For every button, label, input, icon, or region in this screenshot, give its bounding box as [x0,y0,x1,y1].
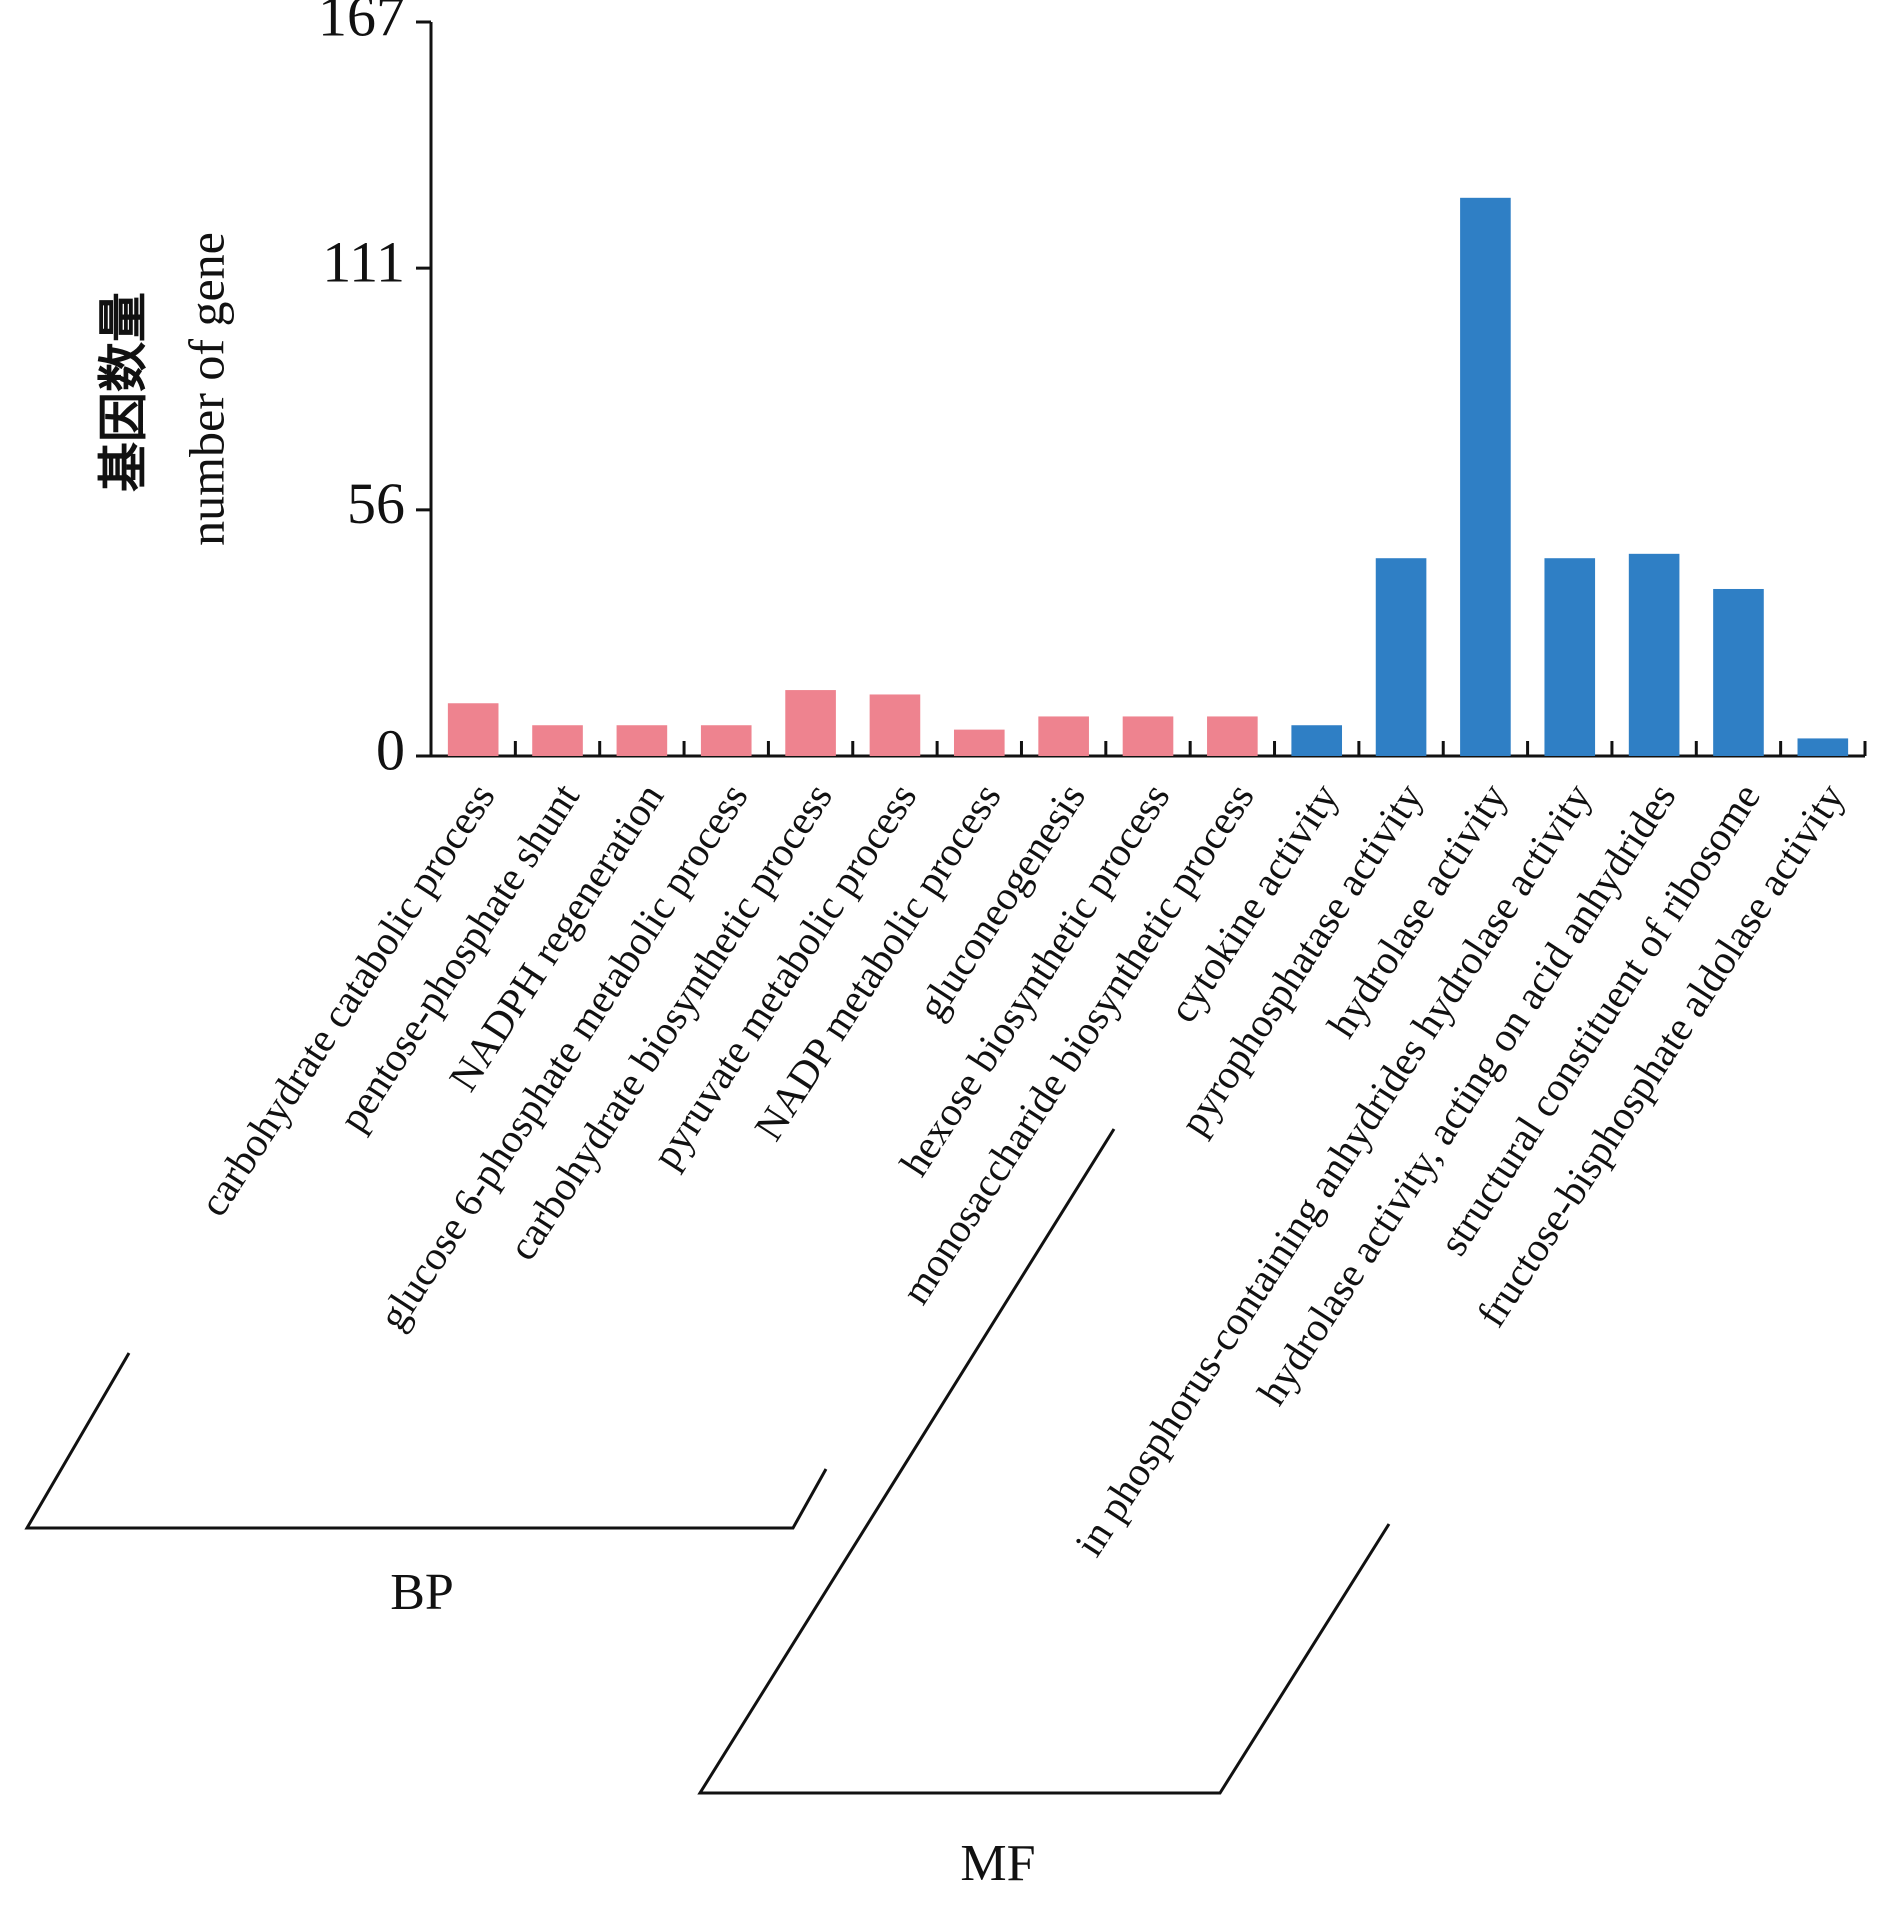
bar [869,694,921,756]
bar [953,729,1005,756]
y-axis-title: 基因数量 [95,292,151,492]
group-bracket [24,1352,828,1530]
group-label: BP [390,1564,454,1621]
y-tick-label: 0 [376,717,405,782]
bar [1544,558,1596,756]
bar [532,725,583,756]
y-axis-title: number of gene [178,232,234,546]
bar [785,690,836,756]
bar [447,703,499,756]
bar [1291,725,1343,756]
y-tick-label: 167 [318,0,405,48]
bar [1375,558,1427,756]
y-tick-label: 56 [347,471,405,536]
bar [700,725,752,756]
bar [1460,197,1511,757]
bar [616,725,668,756]
bar [1628,553,1680,756]
bar [1207,716,1258,756]
bar [1797,738,1849,756]
group-label: MF [960,1835,1035,1892]
group-bracket [697,1128,1391,1795]
bar [1122,716,1174,756]
y-tick-label: 111 [322,229,405,294]
bar [1713,588,1764,756]
bar [1038,716,1089,756]
